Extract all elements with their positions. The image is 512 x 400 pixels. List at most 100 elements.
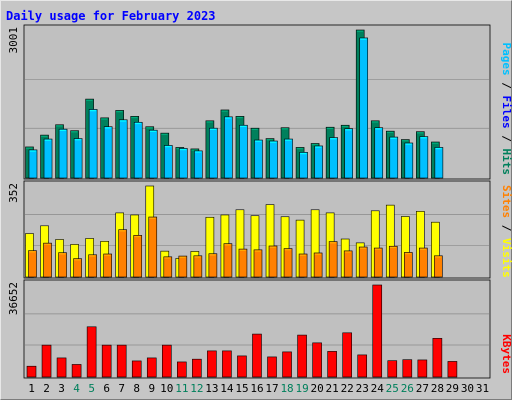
bar-sites: [193, 255, 203, 278]
x-tick-label: 28: [431, 382, 444, 395]
bar-files-highlight: [134, 122, 142, 125]
bar-files: [389, 136, 399, 179]
bar-hits-highlight: [311, 144, 318, 146]
bar-files: [434, 147, 444, 179]
x-axis: 1 2 3 4 5 6 7 8 9 10 11 12 13 14 15 16 17 18 19 20 21 22 23 24 2…: [28, 382, 489, 395]
x-tick-label: 7: [118, 382, 125, 395]
bar-sites-highlight: [104, 254, 111, 256]
bar-visits-highlight: [401, 217, 409, 219]
bar-visits-highlight: [251, 216, 258, 218]
bar-files-highlight: [315, 146, 322, 148]
bar-hits-highlight: [206, 121, 213, 123]
bar-sites-highlight: [29, 251, 36, 253]
bar-files-highlight: [119, 120, 126, 122]
bar-files: [284, 138, 293, 179]
bar-files: [344, 128, 353, 179]
bar-sites: [388, 245, 398, 278]
bar-kbytes-highlight: [403, 360, 411, 362]
bar-sites: [283, 248, 293, 278]
bar-visits-highlight: [221, 215, 228, 217]
bar-visits-highlight: [146, 186, 153, 188]
x-tick-label: 24: [371, 382, 385, 395]
bar-visits-highlight: [266, 205, 273, 207]
x-tick-label: 10: [160, 382, 173, 395]
bar-sites-highlight: [119, 230, 126, 232]
bar-hits-highlight: [416, 132, 424, 134]
legend-bottom: KBytes: [500, 334, 512, 374]
bar-sites: [28, 250, 37, 278]
legend-item: Hits: [500, 149, 512, 176]
bar-kbytes-highlight: [72, 365, 80, 367]
bar-visits-highlight: [236, 210, 243, 212]
bar-visits-highlight: [296, 220, 303, 222]
x-tick-label: 13: [205, 382, 218, 395]
bar-visits-highlight: [386, 205, 394, 207]
bar-sites: [223, 243, 233, 278]
bar-visits-highlight: [356, 243, 364, 245]
bar-hits-highlight: [146, 127, 153, 129]
x-tick-label: 26: [401, 382, 414, 395]
bar-sites: [419, 247, 428, 278]
bar-hits-highlight: [221, 110, 228, 112]
bar-visits-highlight: [326, 213, 333, 215]
bar-sites-highlight: [149, 217, 156, 219]
legend-item: Sites: [500, 185, 512, 218]
bar-visits-highlight: [161, 251, 168, 253]
x-tick-label: 19: [295, 382, 308, 395]
bar-sites-highlight: [239, 249, 246, 251]
bar-hits-highlight: [281, 128, 288, 130]
bar-sites-highlight: [419, 248, 427, 250]
bar-sites-highlight: [194, 256, 201, 258]
bar-hits-highlight: [56, 125, 63, 127]
bar-kbytes-highlight: [162, 345, 171, 347]
legend-separator: /: [500, 218, 512, 238]
bar-kbytes-highlight: [147, 358, 156, 360]
bar-files: [148, 129, 158, 179]
bar-files: [299, 152, 308, 179]
bar-files-highlight: [149, 130, 157, 132]
bar-kbytes: [161, 344, 172, 378]
bar-files: [314, 145, 323, 179]
bar-kbytes: [342, 332, 352, 378]
x-tick-label: 12: [190, 382, 203, 395]
bar-sites-highlight: [254, 250, 261, 252]
x-tick-label: 6: [103, 382, 110, 395]
bar-sites: [434, 255, 443, 278]
bar-sites: [343, 250, 353, 278]
bar-hits-highlight: [131, 116, 138, 119]
bar-visits-highlight: [191, 252, 198, 254]
bar-kbytes: [26, 365, 37, 378]
bar-kbytes-highlight: [57, 358, 65, 360]
bar-files-highlight: [44, 139, 51, 141]
bar-sites: [358, 246, 368, 278]
x-tick-label: 9: [148, 382, 155, 395]
legend-item: KBytes: [500, 334, 512, 374]
x-tick-label: 4: [73, 382, 80, 395]
bar-kbytes-highlight: [27, 366, 35, 369]
bar-files: [359, 37, 369, 179]
bar-files-highlight: [89, 110, 96, 112]
bar-files: [118, 119, 128, 179]
bar-files-highlight: [29, 150, 36, 152]
bar-files: [103, 126, 113, 179]
x-tick-label: 27: [416, 382, 429, 395]
bar-kbytes-highlight: [283, 352, 291, 354]
bar-kbytes: [282, 351, 292, 378]
bar-files: [194, 150, 203, 179]
bar-files: [419, 136, 429, 179]
bar-kbytes-highlight: [433, 338, 441, 341]
bar-visits-highlight: [416, 211, 424, 214]
bar-files-highlight: [164, 146, 172, 148]
bar-sites: [88, 254, 97, 278]
bar-hits-highlight: [161, 133, 168, 135]
bar-files-highlight: [285, 139, 292, 141]
bar-kbytes: [101, 344, 112, 378]
x-tick-label: 5: [88, 382, 95, 395]
bar-visits-highlight: [431, 222, 439, 224]
bar-visits-highlight: [71, 245, 78, 247]
bar-files-highlight: [240, 125, 247, 128]
x-tick-label: 1: [28, 382, 35, 395]
bar-files-highlight: [59, 129, 66, 131]
bar-visits-highlight: [131, 215, 138, 217]
